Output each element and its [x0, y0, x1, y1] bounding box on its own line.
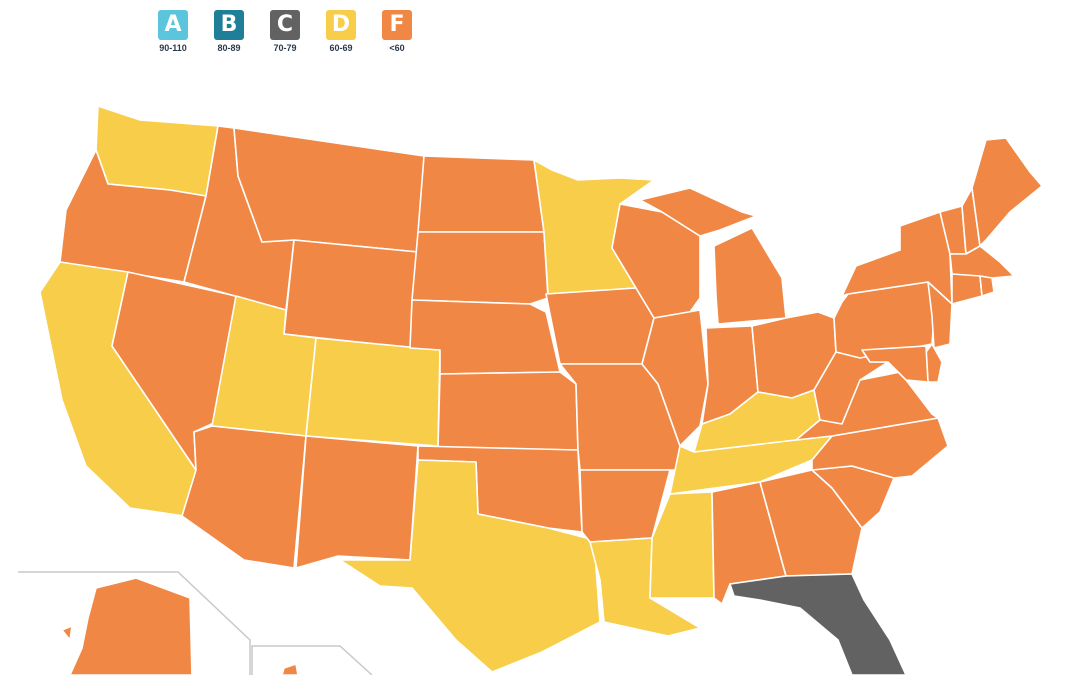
state-ak[interactable]: [61, 577, 193, 675]
state-ri[interactable]: [979, 275, 995, 297]
state-sd[interactable]: [411, 231, 549, 305]
state-nj[interactable]: [927, 281, 953, 349]
inset-frame-line: [18, 571, 251, 675]
state-me[interactable]: [971, 137, 1043, 247]
state-mt[interactable]: [233, 127, 425, 253]
state-nm[interactable]: [295, 435, 419, 569]
state-ks[interactable]: [437, 371, 579, 451]
state-ms[interactable]: [649, 491, 715, 599]
legend-range-f: <60: [389, 43, 405, 53]
legend-swatch-a: A: [158, 10, 188, 40]
state-az[interactable]: [181, 425, 307, 569]
legend-swatch-b: B: [214, 10, 244, 40]
state-md[interactable]: [861, 345, 929, 383]
state-wa[interactable]: [95, 105, 219, 197]
state-ct[interactable]: [951, 273, 983, 305]
legend-range-d: 60-69: [329, 43, 353, 53]
legend-swatch-c: C: [270, 10, 300, 40]
inset-frame-line: [251, 645, 373, 675]
legend-item-c: C 70-79: [262, 10, 308, 53]
legend-range-a: 90-110: [159, 43, 187, 53]
state-nd[interactable]: [417, 155, 545, 233]
state-ia[interactable]: [545, 287, 655, 365]
state-tx[interactable]: [339, 459, 601, 673]
legend-range-c: 70-79: [273, 43, 297, 53]
state-il[interactable]: [641, 309, 709, 447]
state-fl[interactable]: [729, 573, 907, 675]
legend-item-a: A 90-110: [150, 10, 196, 53]
grade-legend: A 90-110 B 80-89 C 70-79 D 60-69 F <60: [150, 10, 420, 53]
state-hi[interactable]: [281, 663, 299, 675]
legend-range-b: 80-89: [217, 43, 241, 53]
legend-item-f: F <60: [374, 10, 420, 53]
state-co[interactable]: [305, 337, 441, 447]
legend-swatch-f: F: [382, 10, 412, 40]
legend-item-b: B 80-89: [206, 10, 252, 53]
state-wy[interactable]: [283, 239, 419, 349]
legend-swatch-d: D: [326, 10, 356, 40]
legend-item-d: D 60-69: [318, 10, 364, 53]
